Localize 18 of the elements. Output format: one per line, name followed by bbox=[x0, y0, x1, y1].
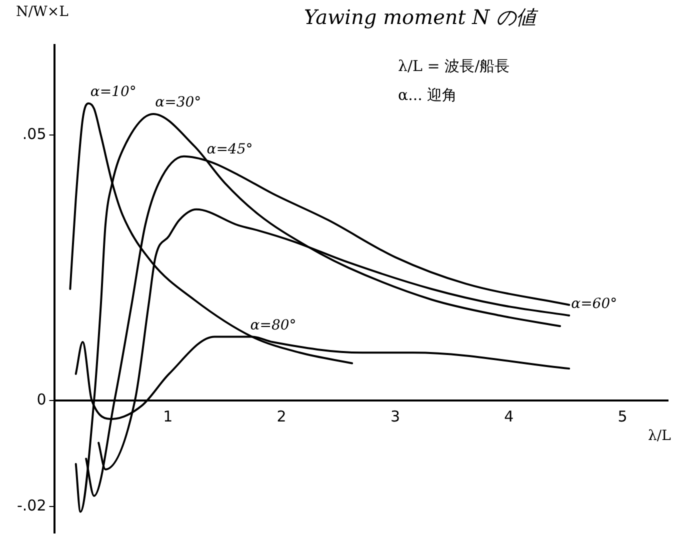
y-axis-title: N/W×L bbox=[16, 4, 68, 20]
x-axis-title: λ/L bbox=[648, 428, 671, 444]
series-label: α=30° bbox=[155, 94, 202, 111]
x-tick-label: 5 bbox=[618, 407, 628, 426]
annotation: λ/L = 波長/船長 bbox=[398, 56, 510, 77]
series-label: α=45° bbox=[206, 141, 253, 158]
x-tick-label: 2 bbox=[276, 407, 286, 426]
chart-title: Yawing moment N の値 bbox=[304, 4, 536, 31]
annotation: α... 迎角 bbox=[398, 84, 458, 106]
series-label: α=80° bbox=[250, 317, 296, 334]
x-tick-label: 1 bbox=[163, 407, 173, 426]
series-label: α=60° bbox=[571, 296, 618, 312]
x-tick-label: 4 bbox=[504, 407, 514, 426]
y-tick-label: 0 bbox=[36, 390, 46, 408]
x-tick-label: 3 bbox=[390, 407, 400, 426]
y-tick-label: .05 bbox=[22, 125, 46, 144]
series-label: α=10° bbox=[90, 84, 136, 100]
y-tick-label: -.02 bbox=[16, 496, 46, 514]
